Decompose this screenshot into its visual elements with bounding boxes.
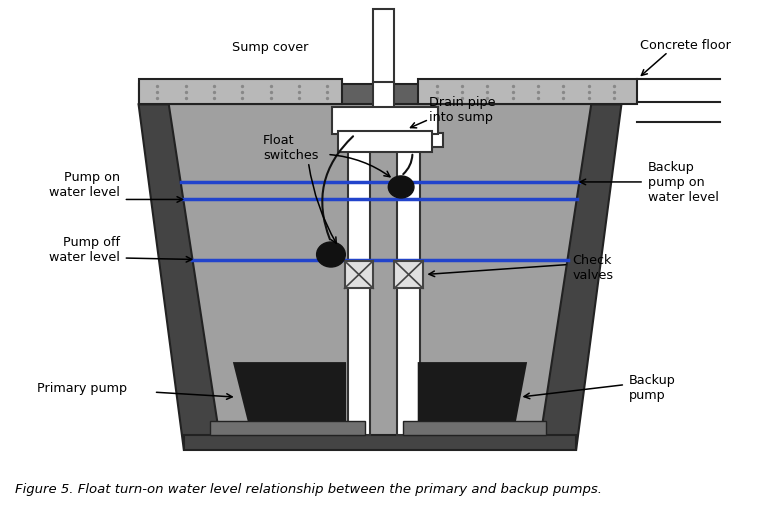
- Bar: [332, 108, 438, 135]
- Polygon shape: [169, 105, 591, 450]
- Bar: [138, 80, 342, 105]
- Bar: [373, 134, 443, 147]
- Bar: [344, 261, 373, 289]
- Bar: [347, 110, 370, 435]
- Bar: [397, 110, 420, 435]
- Text: Primary pump: Primary pump: [37, 381, 127, 394]
- Text: Figure 5. Float turn-on water level relationship between the primary and backup : Figure 5. Float turn-on water level rela…: [15, 482, 602, 495]
- Polygon shape: [138, 105, 222, 450]
- Text: Concrete floor: Concrete floor: [640, 39, 731, 52]
- Text: Drain pipe
into sump: Drain pipe into sump: [429, 96, 496, 124]
- Bar: [384, 134, 432, 147]
- Text: Float
switches: Float switches: [263, 134, 318, 162]
- Text: Pump off
water level: Pump off water level: [49, 236, 120, 264]
- Bar: [394, 261, 423, 289]
- Ellipse shape: [388, 177, 414, 198]
- Text: Pump on
water level: Pump on water level: [49, 171, 120, 199]
- Bar: [337, 132, 432, 153]
- Polygon shape: [538, 105, 622, 450]
- Text: Check
valves: Check valves: [572, 254, 613, 281]
- Polygon shape: [184, 435, 576, 450]
- Text: Sump cover: Sump cover: [233, 41, 309, 54]
- Bar: [418, 80, 637, 105]
- Text: Backup
pump: Backup pump: [629, 373, 676, 401]
- Bar: [373, 10, 394, 85]
- Polygon shape: [233, 363, 346, 422]
- FancyArrowPatch shape: [404, 156, 413, 175]
- Ellipse shape: [317, 242, 345, 268]
- Bar: [403, 421, 546, 435]
- Polygon shape: [418, 363, 527, 422]
- Polygon shape: [138, 85, 622, 105]
- Text: Backup
pump on
water level: Backup pump on water level: [648, 161, 719, 204]
- Bar: [211, 421, 365, 435]
- Bar: [373, 83, 394, 147]
- FancyArrowPatch shape: [322, 137, 353, 240]
